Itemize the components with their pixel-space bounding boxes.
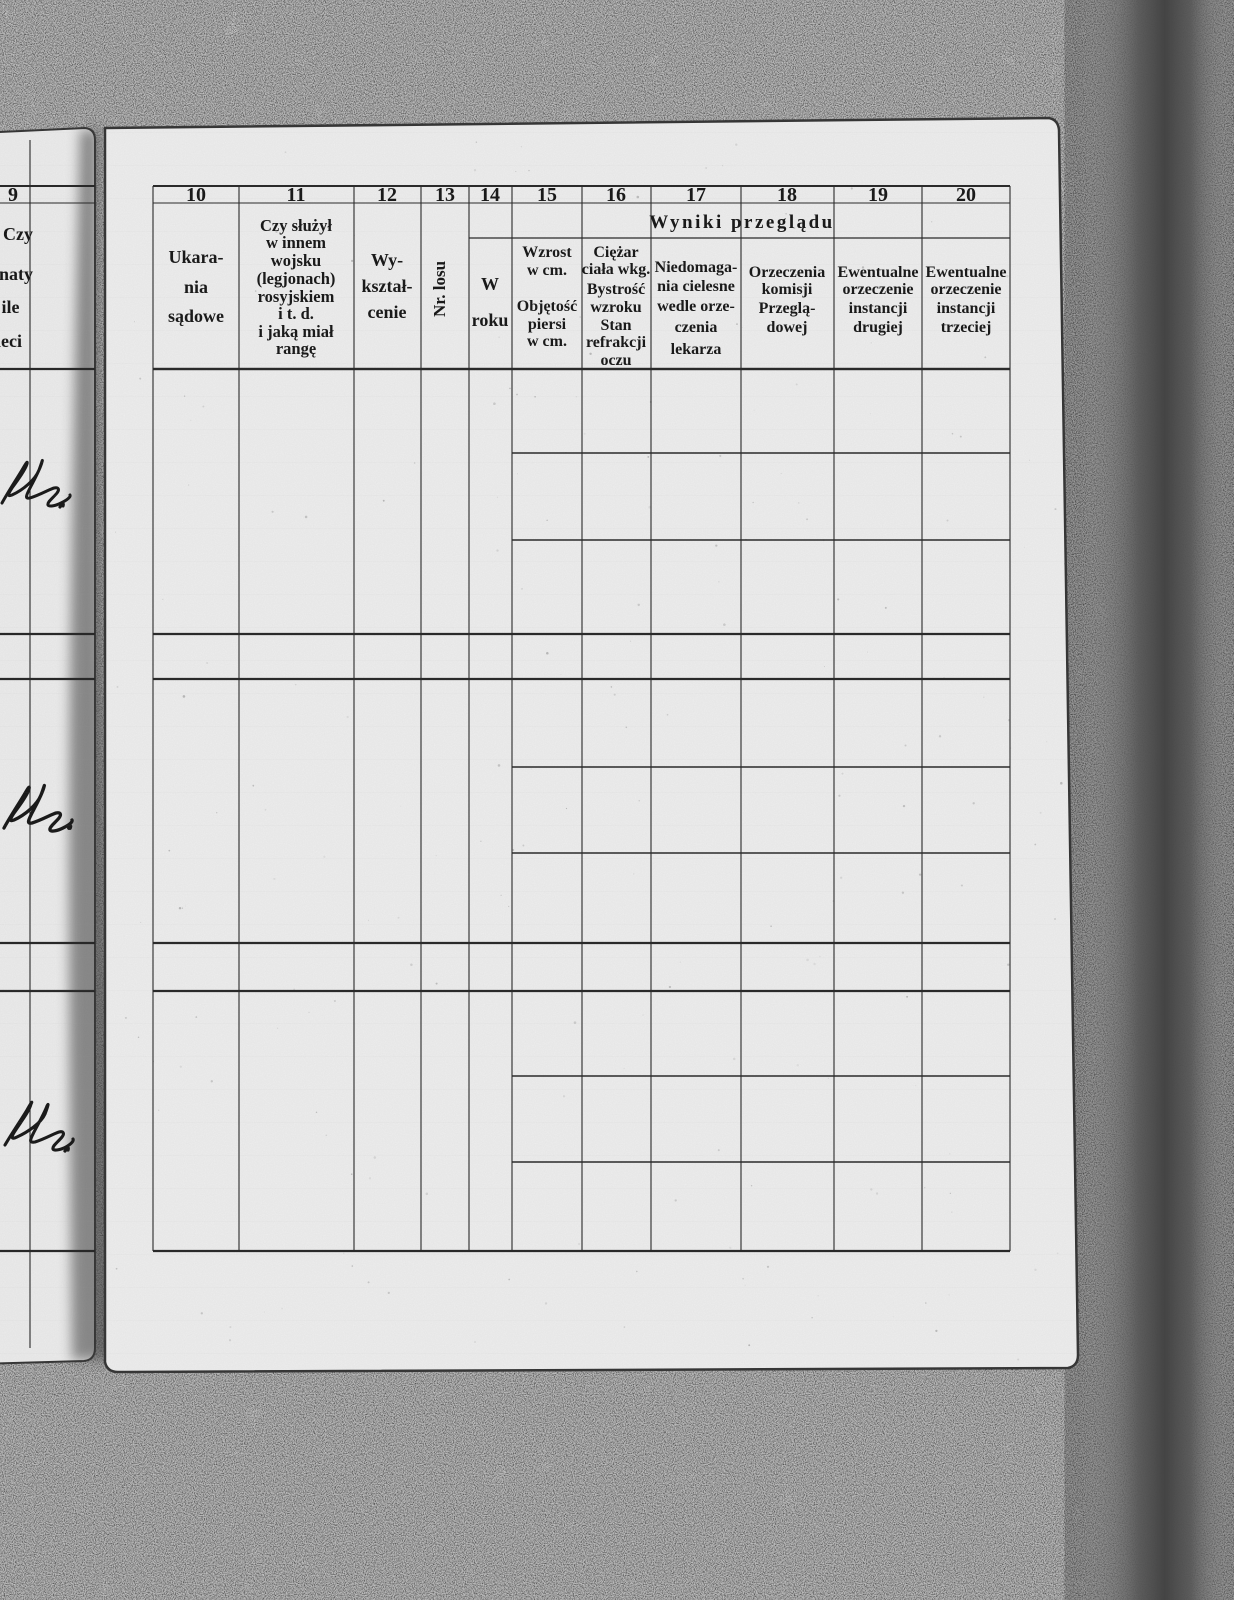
svg-text:Ciężar: Ciężar bbox=[593, 244, 638, 261]
svg-text:orzeczenie: orzeczenie bbox=[842, 281, 913, 298]
svg-text:roku: roku bbox=[472, 310, 509, 330]
svg-text:w cm.: w cm. bbox=[527, 333, 567, 350]
svg-text:Ukara-: Ukara- bbox=[169, 247, 224, 267]
svg-text:instancji: instancji bbox=[937, 300, 996, 317]
svg-text:trzeciej: trzeciej bbox=[941, 319, 992, 336]
svg-text:Wzrost: Wzrost bbox=[522, 244, 572, 261]
svg-text:(legjonach): (legjonach) bbox=[257, 269, 336, 288]
svg-text:w cm.: w cm. bbox=[527, 262, 567, 279]
svg-text:17: 17 bbox=[686, 184, 706, 206]
svg-text:i t. d.: i t. d. bbox=[278, 304, 314, 323]
svg-text:Wyniki przeglądu: Wyniki przeglądu bbox=[649, 212, 835, 233]
svg-text:Orzeczenia: Orzeczenia bbox=[749, 264, 825, 281]
svg-text:sądowe: sądowe bbox=[168, 306, 224, 326]
svg-text:drugiej: drugiej bbox=[853, 319, 903, 336]
svg-text:W: W bbox=[481, 274, 499, 294]
svg-text:12: 12 bbox=[377, 184, 397, 206]
svg-text:18: 18 bbox=[777, 184, 797, 206]
svg-text:cenie: cenie bbox=[368, 302, 407, 322]
svg-text:15: 15 bbox=[537, 184, 557, 206]
svg-text:instancji: instancji bbox=[849, 300, 908, 317]
svg-text:wzroku: wzroku bbox=[590, 299, 641, 316]
svg-text:Niedomaga-: Niedomaga- bbox=[655, 259, 738, 276]
svg-text:kształ-: kształ- bbox=[362, 276, 413, 296]
svg-text:Ewentualne: Ewentualne bbox=[838, 264, 919, 281]
svg-text:ciała wkg.: ciała wkg. bbox=[582, 261, 650, 278]
svg-text:Wy-: Wy- bbox=[371, 250, 403, 270]
svg-text:Stan: Stan bbox=[600, 317, 631, 334]
svg-text:Przeglą-: Przeglą- bbox=[759, 300, 816, 317]
svg-text:11: 11 bbox=[287, 184, 306, 206]
svg-text:nia cielesne: nia cielesne bbox=[657, 278, 735, 295]
svg-text:czenia: czenia bbox=[675, 319, 718, 336]
svg-text:19: 19 bbox=[868, 184, 888, 206]
svg-text:16: 16 bbox=[606, 184, 626, 206]
svg-text:dowej: dowej bbox=[767, 319, 808, 336]
svg-text:wedle orze-: wedle orze- bbox=[657, 298, 735, 315]
svg-text:20: 20 bbox=[956, 184, 976, 206]
svg-text:wojsku: wojsku bbox=[271, 251, 321, 270]
svg-text:nia: nia bbox=[184, 277, 208, 297]
svg-text:Ewentualne: Ewentualne bbox=[926, 264, 1007, 281]
svg-text:refrakcji: refrakcji bbox=[586, 334, 647, 351]
svg-text:10: 10 bbox=[186, 184, 206, 206]
svg-text:Bystrość: Bystrość bbox=[587, 281, 645, 298]
svg-text:rangę: rangę bbox=[276, 339, 316, 358]
svg-text:Objętość: Objętość bbox=[517, 298, 577, 315]
svg-text:oczu: oczu bbox=[600, 352, 631, 369]
svg-text:14: 14 bbox=[480, 184, 500, 206]
svg-text:piersi: piersi bbox=[528, 316, 567, 333]
svg-text:13: 13 bbox=[435, 184, 455, 206]
svg-text:komisji: komisji bbox=[762, 281, 813, 298]
svg-text:w innem: w innem bbox=[266, 233, 326, 252]
svg-text:Nr. losu: Nr. losu bbox=[430, 261, 449, 317]
svg-text:lekarza: lekarza bbox=[671, 341, 722, 358]
svg-text:orzeczenie: orzeczenie bbox=[930, 281, 1001, 298]
